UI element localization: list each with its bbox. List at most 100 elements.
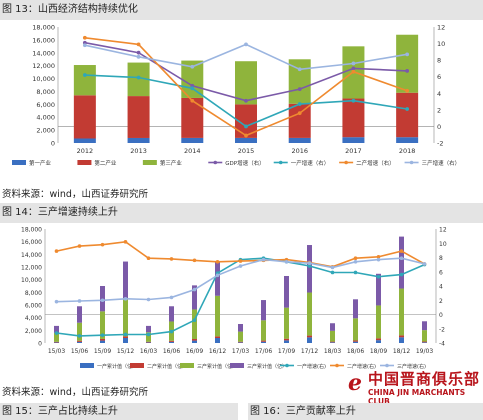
c2-point [307, 264, 312, 268]
c2-bar [123, 261, 128, 299]
c2-bar [376, 338, 381, 341]
c1-ytick-right: 4 [437, 90, 441, 98]
c2-bar [399, 335, 404, 338]
c2-bar [330, 323, 335, 331]
c2-point [146, 256, 151, 261]
c1-ytick-left: 0 [51, 140, 55, 148]
c2-point [54, 299, 59, 304]
c2-bar [238, 341, 243, 343]
c1-ytick-right: -2 [437, 140, 443, 148]
c1-point [351, 66, 356, 71]
c2-bar [399, 337, 404, 343]
c2-point [192, 287, 197, 292]
c1-bar [235, 61, 257, 105]
c2-point [238, 259, 243, 263]
c1-legend-label: 第一产业 [29, 159, 52, 167]
c2-bar [330, 330, 335, 342]
c1-point [190, 64, 195, 69]
c2-bar [54, 341, 59, 343]
c2-bar [261, 300, 266, 321]
c2-ytick-left: 8,000 [25, 290, 42, 297]
c2-point [376, 257, 381, 262]
c2-legend-label: 一产累计值（亿） [97, 363, 137, 370]
c2-bar [146, 325, 151, 333]
watermark-logo-mark: e [348, 370, 362, 396]
c1-point [351, 98, 356, 103]
c2-ytick-left: 14,000 [21, 252, 42, 259]
c1-ytick-left: 4,000 [36, 114, 55, 122]
c1-point [297, 111, 302, 116]
c2-xtick: 17/12 [301, 348, 318, 355]
c1-legend-swatch [12, 160, 26, 165]
c2-bar [77, 340, 82, 342]
c2-bar [284, 340, 289, 343]
c1-bar [396, 34, 419, 93]
c1-legend-swatch [77, 160, 92, 165]
c2-xtick: 17/09 [278, 348, 295, 355]
c2-xtick: 16/06 [163, 348, 180, 355]
c1-point [136, 50, 141, 55]
c1-point [405, 107, 410, 111]
c1-bar [181, 60, 204, 98]
c2-bar [192, 340, 197, 343]
c2-bar [399, 288, 404, 336]
c1-ytick-left: 12,000 [32, 62, 55, 70]
c1-point [297, 67, 302, 72]
c2-bar [353, 341, 358, 343]
c2-point [399, 249, 404, 253]
c2-ytick-left: 2,000 [25, 328, 42, 335]
c2-legend-marker [335, 363, 339, 368]
c2-point [399, 272, 404, 277]
figure13-chart: 0 2,000 4,000 6,000 8,000 10,000 12,000 14,000 1… [12, 24, 460, 167]
c2-bar [330, 341, 335, 343]
c2-bar [422, 321, 427, 331]
c2-bar [146, 342, 151, 343]
c1-bar [288, 59, 311, 104]
c1-xtick: 2013 [130, 147, 147, 155]
c1-point [244, 124, 248, 129]
c2-bar [100, 340, 105, 343]
c1-ytick-right: 0 [437, 123, 441, 131]
figure16-caption: 图 16：三产贡献率上升 [248, 403, 483, 420]
c2-bar [284, 275, 289, 308]
c2-bar [169, 340, 174, 342]
c1-ytick-left: 16,000 [32, 36, 55, 44]
c1-point [351, 61, 356, 66]
c1-xtick: 2014 [184, 147, 201, 155]
c2-xtick: 18/03 [324, 348, 341, 355]
c2-point [261, 257, 266, 262]
c2-bar [123, 298, 128, 337]
c2-point [215, 259, 220, 264]
c2-bar [330, 342, 335, 343]
c2-point [146, 332, 151, 337]
c2-point [77, 299, 82, 303]
c2-point [330, 265, 335, 270]
c2-bar [123, 336, 128, 338]
c1-bar [235, 104, 257, 138]
c2-xtick: 15/06 [71, 348, 88, 355]
c1-ytick-left: 14,000 [32, 49, 55, 57]
c2-bar [353, 299, 358, 319]
c2-point [169, 257, 174, 261]
c2-bar [284, 338, 289, 341]
c2-point [284, 259, 289, 264]
c2-bar [100, 338, 105, 341]
c2-bar [376, 340, 381, 343]
c2-bar [123, 337, 128, 343]
c2-bar [353, 340, 358, 342]
c2-xtick: 18/06 [347, 348, 364, 355]
c2-ytick-left: 16,000 [21, 239, 42, 246]
c1-bar [235, 137, 257, 143]
c2-ytick-left: 18,000 [21, 227, 42, 234]
c2-legend-swatch [230, 363, 244, 368]
c2-ytick-right: 2 [439, 298, 443, 305]
c2-bar [169, 341, 174, 343]
c1-point [190, 86, 195, 91]
c1-point [82, 35, 87, 40]
c2-xtick: 18/12 [393, 348, 410, 355]
c2-xtick: 16/12 [209, 348, 226, 355]
c2-bar [422, 330, 427, 342]
c2-xtick: 17/06 [255, 348, 272, 355]
figure14-chart: 0 2,000 4,000 6,000 8,000 10,000 12,000 14,000 1… [21, 227, 447, 371]
c1-bar [73, 138, 96, 143]
